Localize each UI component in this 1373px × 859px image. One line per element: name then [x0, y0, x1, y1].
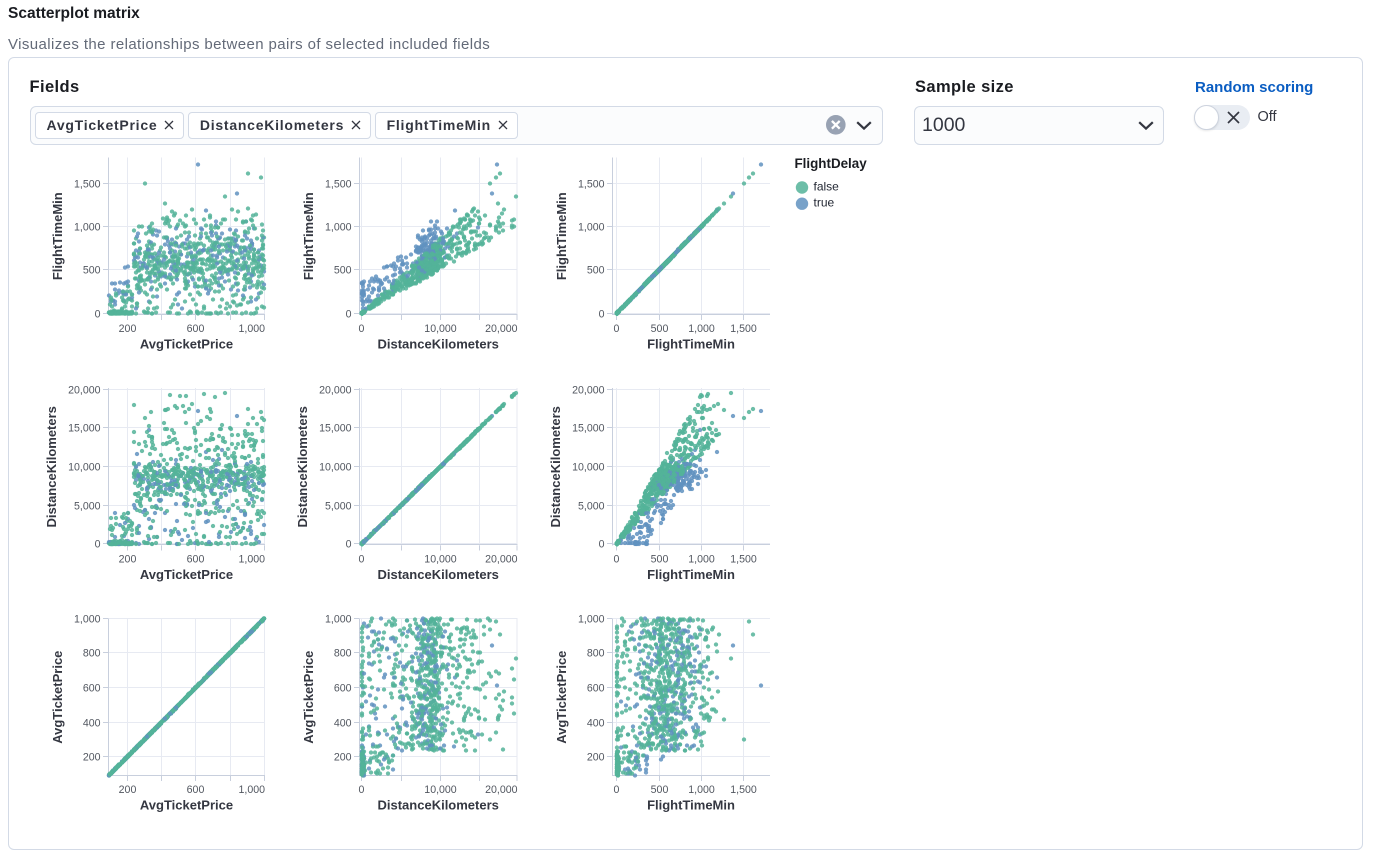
- svg-text:DistanceKilometers: DistanceKilometers: [378, 567, 499, 582]
- svg-text:DistanceKilometers: DistanceKilometers: [295, 406, 310, 527]
- svg-text:5,000: 5,000: [325, 500, 352, 512]
- svg-text:FlightTimeMin: FlightTimeMin: [647, 337, 735, 352]
- svg-text:FlightTimeMin: FlightTimeMin: [647, 567, 735, 582]
- svg-text:1,500: 1,500: [325, 178, 352, 190]
- svg-text:1,000: 1,000: [325, 221, 352, 233]
- svg-text:500: 500: [651, 554, 669, 566]
- svg-text:20,000: 20,000: [68, 384, 101, 396]
- svg-text:500: 500: [334, 264, 352, 276]
- svg-text:1,000: 1,000: [238, 323, 265, 335]
- svg-text:1,000: 1,000: [238, 554, 265, 566]
- svg-text:0: 0: [95, 538, 101, 550]
- svg-text:10,000: 10,000: [424, 554, 457, 566]
- svg-text:AvgTicketPrice: AvgTicketPrice: [140, 337, 233, 352]
- svg-text:FlightTimeMin: FlightTimeMin: [50, 192, 65, 280]
- svg-text:600: 600: [187, 323, 205, 335]
- svg-text:AvgTicketPrice: AvgTicketPrice: [140, 567, 233, 582]
- svg-text:10,000: 10,000: [572, 461, 605, 473]
- svg-text:500: 500: [651, 323, 669, 335]
- svg-text:500: 500: [587, 264, 605, 276]
- svg-text:0: 0: [614, 554, 620, 566]
- svg-text:1,500: 1,500: [74, 178, 101, 190]
- svg-text:1,000: 1,000: [688, 554, 715, 566]
- svg-text:0: 0: [346, 538, 352, 550]
- svg-text:20,000: 20,000: [485, 323, 518, 335]
- svg-text:DistanceKilometers: DistanceKilometers: [44, 406, 59, 527]
- svg-text:0: 0: [599, 308, 605, 320]
- svg-text:FlightTimeMin: FlightTimeMin: [554, 192, 569, 280]
- svg-text:1,500: 1,500: [730, 323, 757, 335]
- svg-text:1,500: 1,500: [730, 554, 757, 566]
- svg-text:10,000: 10,000: [319, 461, 352, 473]
- svg-text:20,000: 20,000: [319, 384, 352, 396]
- svg-text:1,000: 1,000: [578, 221, 605, 233]
- svg-text:0: 0: [599, 538, 605, 550]
- svg-text:15,000: 15,000: [68, 422, 101, 434]
- svg-text:0: 0: [346, 308, 352, 320]
- svg-text:0: 0: [614, 323, 620, 335]
- svg-text:200: 200: [119, 554, 137, 566]
- svg-text:20,000: 20,000: [485, 554, 518, 566]
- svg-text:15,000: 15,000: [572, 422, 605, 434]
- svg-text:20,000: 20,000: [572, 384, 605, 396]
- svg-text:200: 200: [119, 323, 137, 335]
- svg-text:0: 0: [359, 323, 365, 335]
- svg-text:5,000: 5,000: [578, 500, 605, 512]
- svg-text:0: 0: [95, 308, 101, 320]
- svg-text:5,000: 5,000: [74, 500, 101, 512]
- svg-text:DistanceKilometers: DistanceKilometers: [548, 406, 563, 527]
- svg-text:0: 0: [359, 554, 365, 566]
- svg-text:500: 500: [83, 264, 101, 276]
- svg-text:600: 600: [187, 554, 205, 566]
- svg-text:DistanceKilometers: DistanceKilometers: [378, 337, 499, 352]
- svg-text:FlightTimeMin: FlightTimeMin: [301, 192, 316, 280]
- svg-text:15,000: 15,000: [319, 422, 352, 434]
- svg-text:10,000: 10,000: [424, 323, 457, 335]
- svg-text:1,000: 1,000: [688, 323, 715, 335]
- svg-text:1,000: 1,000: [74, 221, 101, 233]
- svg-text:1,500: 1,500: [578, 178, 605, 190]
- svg-text:10,000: 10,000: [68, 461, 101, 473]
